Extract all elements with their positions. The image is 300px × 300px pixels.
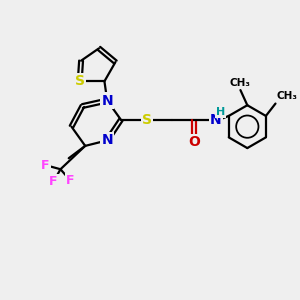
Text: F: F [41,159,50,172]
Text: F: F [50,175,58,188]
Text: N: N [101,134,113,147]
Text: N: N [101,94,113,107]
Text: CH₃: CH₃ [230,78,251,88]
Text: H: H [216,107,225,117]
Text: O: O [188,135,200,149]
Text: CH₃: CH₃ [277,92,298,101]
Text: S: S [142,113,152,127]
Text: S: S [75,74,85,88]
Text: N: N [210,113,221,127]
Text: F: F [66,174,74,187]
